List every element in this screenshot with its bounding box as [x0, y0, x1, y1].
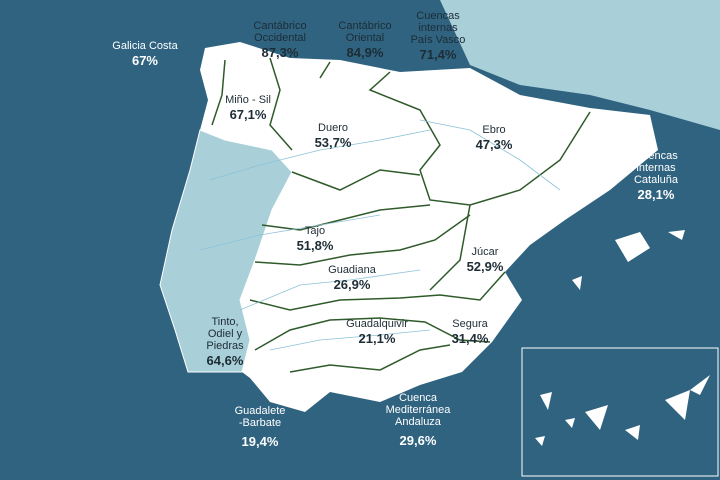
basin-value: 26,9%	[333, 277, 371, 292]
basin-name: internas	[418, 22, 458, 34]
basin-label: Cantábrico Oriental 84,9%	[338, 20, 391, 61]
basin-label: Cantábrico Occidental 87,3%	[253, 20, 306, 61]
basin-name: Galicia Costa	[112, 40, 178, 52]
basin-value: 67,1%	[229, 107, 267, 122]
basin-value: 84,9%	[346, 45, 384, 60]
basin-value: 28,1%	[637, 187, 675, 202]
basin-value: 29,6%	[399, 433, 437, 448]
basin-value: 53,7%	[314, 135, 352, 150]
basin-name: País Vasco	[410, 34, 466, 46]
basin-name: Segura	[452, 318, 488, 330]
basin-name: Guadalquivir	[346, 318, 408, 330]
basin-value: 47,3%	[475, 137, 513, 152]
basin-value: 64,6%	[206, 353, 244, 368]
basin-value: 51,8%	[296, 238, 334, 253]
basin-name: Cataluña	[633, 174, 679, 186]
basin-label: Segura 31,4%	[452, 318, 489, 347]
basin-value: 21,1%	[358, 331, 396, 346]
rivers	[199, 119, 561, 351]
basin-label: Cuenca Mediterránea Andaluza 29,6%	[386, 392, 451, 449]
basin-name: Cuenca	[399, 392, 437, 404]
sea	[400, 0, 720, 130]
basin-name: Oriental	[345, 32, 385, 44]
basin-name: Tinto,	[211, 316, 239, 328]
basin-name: Mediterránea	[385, 404, 451, 416]
basin-name: Andaluza	[395, 416, 441, 428]
basin-name: Duero	[318, 122, 348, 134]
basin-name: Miño - Sil	[225, 94, 271, 106]
basin-label: Júcar 52,9%	[467, 246, 504, 275]
spain	[200, 42, 658, 412]
basin-value: 52,9%	[466, 259, 504, 274]
basin-label: Miño - Sil 67,1%	[225, 94, 271, 123]
basin-label: Tinto, Odiel y Piedras 64,6%	[206, 316, 243, 369]
basin-label: Tajo 51,8%	[297, 225, 334, 254]
balearic-islands	[572, 230, 685, 290]
basin-value: 31,4%	[451, 331, 489, 346]
basin-name: Guadalete	[234, 405, 286, 417]
canary-islands	[535, 375, 710, 446]
basin-name: Cantábrico	[338, 20, 392, 32]
basin-name: internas	[636, 162, 676, 174]
basin-name: Cuencas	[634, 150, 678, 162]
basin-label: Duero 53,7%	[315, 122, 352, 151]
basin-name: Occidental	[254, 32, 306, 44]
canary-inset	[521, 347, 719, 477]
basin-name: Cuencas	[416, 10, 460, 22]
basin-name: Cantábrico	[253, 20, 307, 32]
basin-name: Piedras	[206, 340, 244, 352]
basin-value: 71,4%	[419, 47, 457, 62]
basin-name: Guadiana	[328, 264, 376, 276]
basin-label: Ebro 47,3%	[476, 124, 513, 153]
basin-label: Galicia Costa 67%	[112, 40, 177, 69]
basin-name: Tajo	[304, 225, 326, 237]
basin-value: 87,3%	[261, 45, 299, 60]
basin-label: Guadalquivir 21,1%	[346, 318, 408, 347]
basin-label: Cuencas internas Cataluña 28,1%	[634, 150, 678, 203]
basin-borders	[211, 57, 591, 373]
basin-label: Guadalete -Barbate 19,4%	[235, 405, 286, 450]
basin-value: 19,4%	[241, 434, 279, 449]
basin-name: -Barbate	[238, 417, 282, 429]
basin-label: Guadiana 26,9%	[328, 264, 376, 293]
basin-name: Odiel y	[207, 328, 243, 340]
basin-value: 67%	[131, 53, 159, 68]
basin-label: Cuencas internas País Vasco 71,4%	[411, 10, 466, 63]
basin-name: Ebro	[482, 124, 506, 136]
basin-name: Júcar	[471, 246, 499, 258]
